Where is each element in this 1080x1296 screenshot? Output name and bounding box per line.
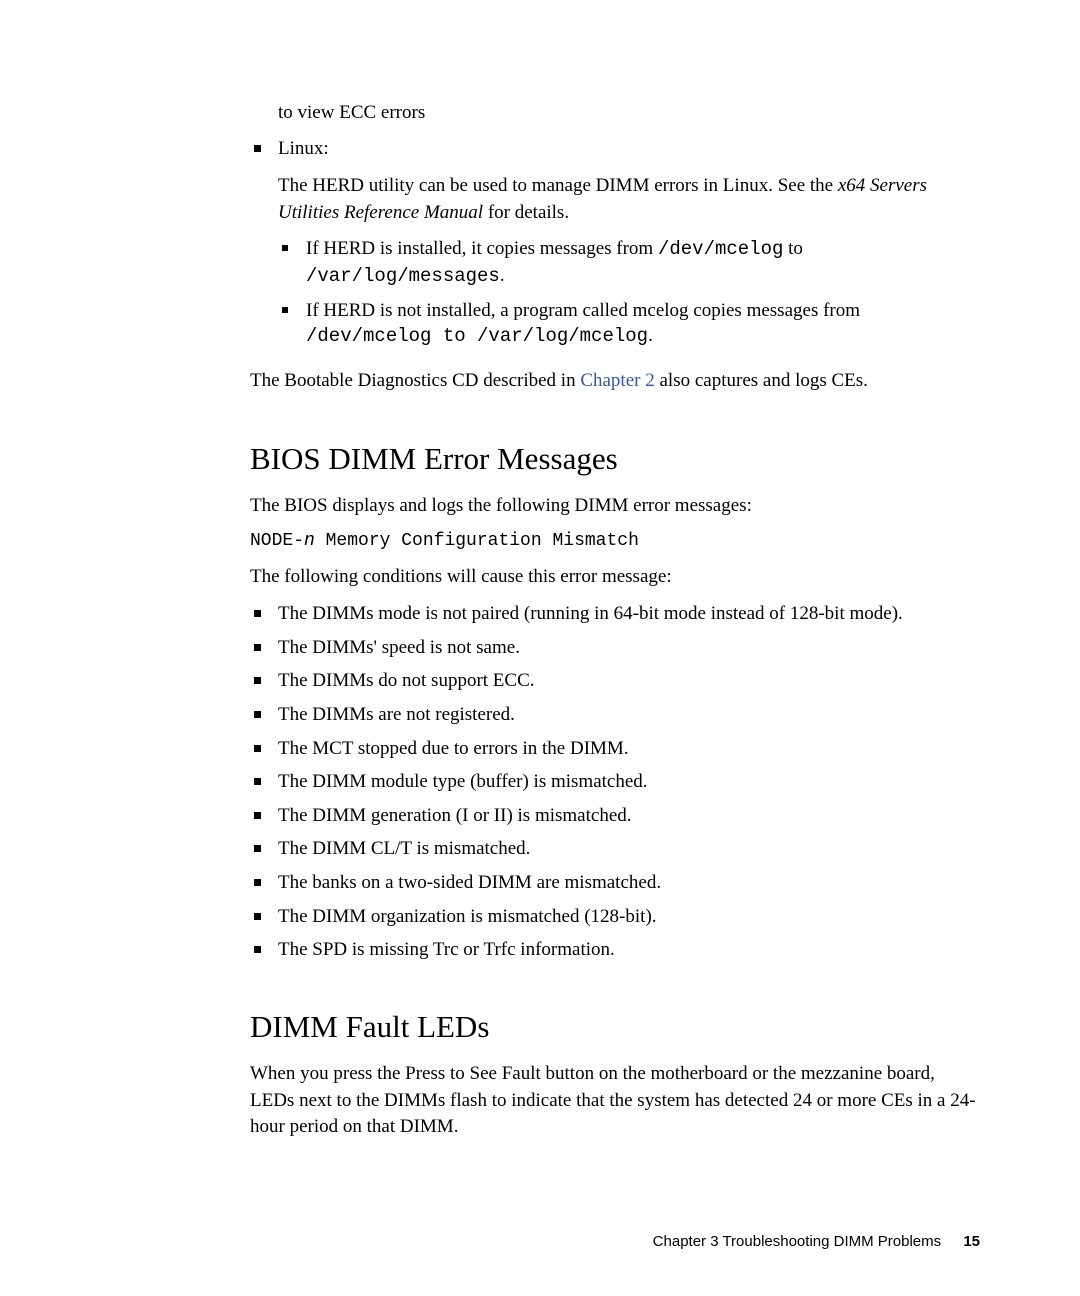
sub2-c: . [648,325,653,346]
linux-heading: Linux: The HERD utility can be used to m… [250,136,980,350]
sub1-code1: /dev/mcelog [658,238,783,260]
herd-installed-item: If HERD is installed, it copies messages… [278,236,980,289]
condition-item: The MCT stopped due to errors in the DIM… [250,736,980,762]
condition-text: The DIMMs' speed is not same. [278,637,520,658]
condition-text: The SPD is missing Trc or Trfc informati… [278,939,615,960]
linux-label: Linux: [278,138,329,159]
footer-chapter: Chapter 3 Troubleshooting DIMM Problems [653,1233,941,1250]
page-footer: Chapter 3 Troubleshooting DIMM Problems … [653,1233,980,1250]
condition-item: The DIMMs' speed is not same. [250,635,980,661]
condition-text: The banks on a two-sided DIMM are mismat… [278,872,661,893]
condition-text: The MCT stopped due to errors in the DIM… [278,738,629,759]
condition-text: The DIMM generation (I or II) is mismatc… [278,805,632,826]
sub2-a: If HERD is not installed, a program call… [306,300,860,321]
bootable-b: also captures and logs CEs. [655,370,868,391]
sub2-code2: /var/log/mcelog [477,325,648,347]
herd-not-installed-item: If HERD is not installed, a program call… [278,298,980,350]
condition-text: The DIMMs do not support ECC. [278,670,535,691]
footer-page-number: 15 [963,1233,980,1250]
condition-item: The banks on a two-sided DIMM are mismat… [250,870,980,896]
sub1-b: to [783,238,803,259]
bios-conditions-intro: The following conditions will cause this… [250,564,980,591]
condition-text: The DIMM module type (buffer) is mismatc… [278,771,648,792]
bootable-cd-line: The Bootable Diagnostics CD described in… [250,368,980,395]
bios-code-b: Memory Configuration Mismatch [315,531,639,551]
sub1-code2: /var/log/messages [306,265,500,287]
linux-description: The HERD utility can be used to manage D… [278,173,980,226]
condition-item: The DIMMs do not support ECC. [250,668,980,694]
sub1-a: If HERD is installed, it copies messages… [306,238,658,259]
bios-code-line: NODE-n Memory Configuration Mismatch [250,529,980,554]
linux-para-b: for details. [483,202,569,223]
continuation-text: to view ECC errors [278,100,980,126]
condition-text: The DIMM organization is mismatched (128… [278,906,657,927]
condition-item: The DIMMs are not registered. [250,702,980,728]
sub1-c: . [500,265,505,286]
leds-heading: DIMM Fault LEDs [250,1009,980,1045]
bios-code-a: NODE- [250,531,304,551]
sub2-b: to [431,325,477,347]
linux-para-a: The HERD utility can be used to manage D… [278,175,838,196]
bios-heading: BIOS DIMM Error Messages [250,441,980,477]
condition-item: The DIMM organization is mismatched (128… [250,904,980,930]
leds-para: When you press the Press to See Fault bu… [250,1061,980,1141]
condition-text: The DIMMs are not registered. [278,704,515,725]
condition-text: The DIMMs mode is not paired (running in… [278,603,903,624]
condition-item: The DIMMs mode is not paired (running in… [250,601,980,627]
condition-item: The SPD is missing Trc or Trfc informati… [250,937,980,963]
bios-intro: The BIOS displays and logs the following… [250,493,980,520]
bootable-a: The Bootable Diagnostics CD described in [250,370,580,391]
sub2-code1: /dev/mcelog [306,325,431,347]
condition-item: The DIMM generation (I or II) is mismatc… [250,803,980,829]
condition-text: The DIMM CL/T is mismatched. [278,838,530,859]
bios-code-n: n [304,531,315,551]
condition-item: The DIMM CL/T is mismatched. [250,836,980,862]
chapter-2-link[interactable]: Chapter 2 [580,370,654,391]
condition-item: The DIMM module type (buffer) is mismatc… [250,769,980,795]
